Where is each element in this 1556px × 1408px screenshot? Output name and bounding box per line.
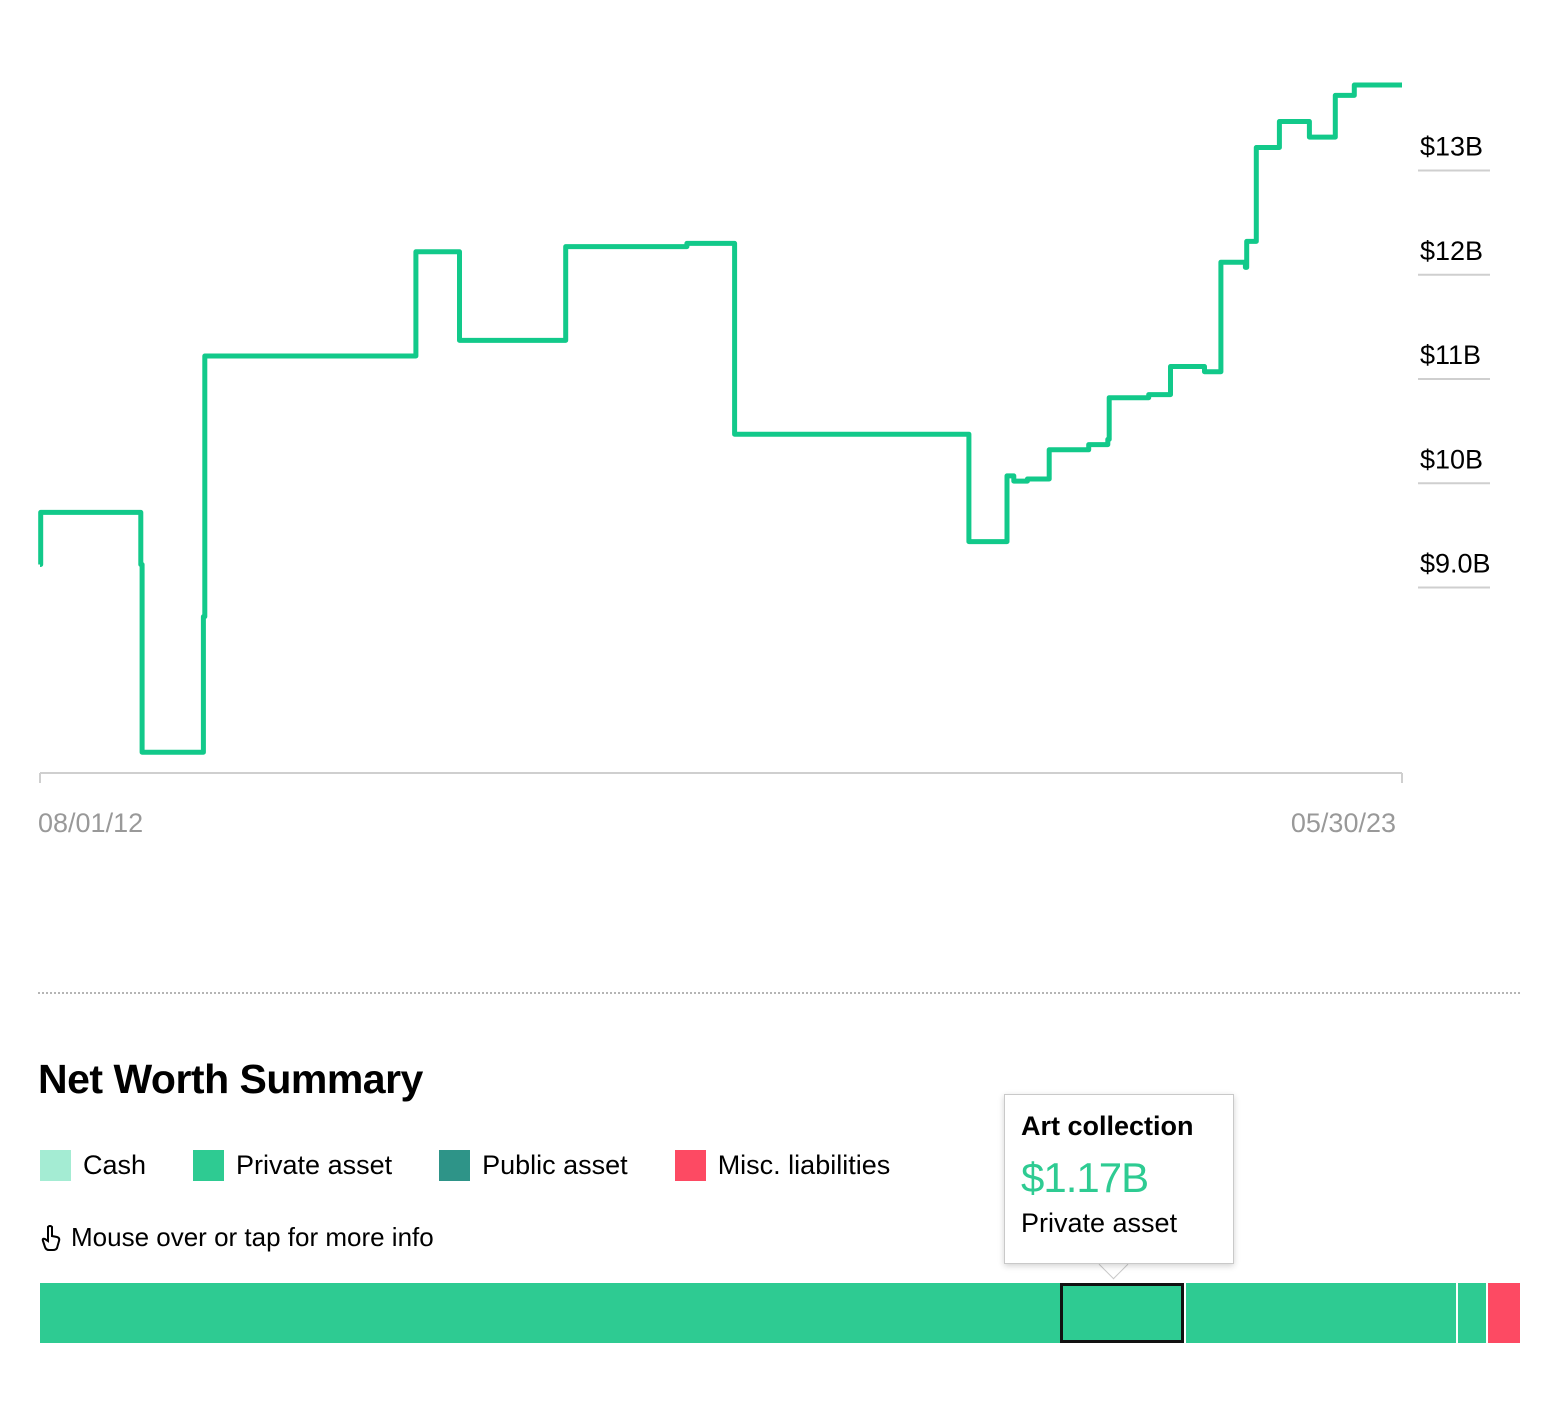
legend: Cash Private asset Public asset Misc. li… [40,1150,937,1181]
breakdown-segment[interactable] [1485,1283,1520,1343]
legend-item-misc-liabilities: Misc. liabilities [674,1150,891,1181]
legend-swatch-cash [40,1150,71,1181]
breakdown-segment[interactable] [1456,1283,1486,1343]
x-tick-label-start: 08/01/12 [38,808,143,838]
net-worth-breakdown-bar [40,1283,1520,1343]
net-worth-series-line[interactable] [38,82,1402,755]
y-tick-label: $10B [1420,444,1483,474]
pointer-hand-icon [41,1224,61,1251]
legend-item-public-asset: Public asset [439,1150,628,1181]
breakdown-segment-selected[interactable] [1059,1283,1185,1343]
legend-swatch-private-asset [193,1150,225,1181]
summary-title: Net Worth Summary [38,1056,423,1102]
legend-label-private-asset: Private asset [236,1150,393,1180]
tooltip-type: Private asset [1021,1208,1178,1238]
tooltip-title: Art collection [1021,1111,1194,1141]
legend-label-cash: Cash [83,1150,147,1180]
segment-tooltip: Art collection $1.17B Private asset [1004,1094,1234,1264]
legend-label-misc-liabilities: Misc. liabilities [717,1150,891,1180]
legend-label-public-asset: Public asset [482,1150,628,1180]
y-tick-label: $9.0B [1420,549,1491,579]
y-tick-label: $11B [1420,340,1481,370]
y-tick-label: $12B [1420,236,1483,266]
breakdown-segment[interactable] [1184,1283,1457,1343]
legend-swatch-misc-liabilities [674,1150,706,1181]
section-divider [38,992,1520,994]
y-axis: $13B $12B $11B $10B $9.0B [1418,132,1491,589]
net-worth-line-chart[interactable]: $13B $12B $11B $10B $9.0B 08/01/12 05/30/23 [0,0,1556,880]
breakdown-segment[interactable] [40,1283,1060,1343]
hint-text: Mouse over or tap for more info [71,1222,434,1252]
tooltip-value: $1.17B [1021,1154,1149,1201]
legend-swatch-public-asset [439,1150,471,1181]
interaction-hint: Mouse over or tap for more info [40,1222,434,1253]
legend-item-cash: Cash [40,1150,146,1181]
legend-item-private-asset: Private asset [193,1150,392,1181]
x-tick-label-end: 05/30/23 [1291,808,1396,838]
y-tick-label: $13B [1420,132,1483,162]
